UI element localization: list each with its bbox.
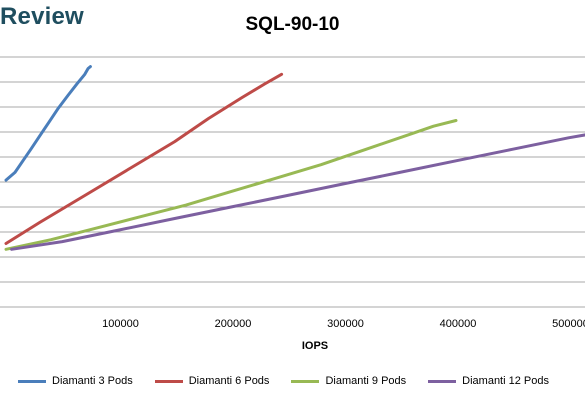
x-tick-label: 500000 (552, 318, 585, 330)
legend-label: Diamanti 9 Pods (325, 375, 407, 387)
chart-legend: Diamanti 3 Pods Diamanti 6 Pods Diamanti 9… (18, 373, 571, 389)
chart-title: SQL-90-10 (245, 14, 340, 35)
legend-swatch (291, 379, 320, 383)
series-line-4 (10, 133, 585, 251)
legend-label: Diamanti 3 Pods (52, 375, 133, 387)
legend-swatch (154, 379, 183, 383)
brand-logo-text: Review (0, 3, 84, 30)
legend-item: Diamanti 3 Pods (18, 375, 133, 387)
legend-swatch (428, 379, 457, 383)
legend-item: Diamanti 12 Pods (428, 375, 549, 387)
legend-label: Diamanti 6 Pods (188, 375, 270, 387)
series-line-1 (4, 65, 92, 182)
x-tick-label: 100000 (102, 318, 139, 330)
x-axis-ticks: 100000 200000 300000 400000 500000 (102, 318, 585, 330)
legend-item: Diamanti 6 Pods (154, 375, 270, 387)
x-tick-label: 400000 (440, 318, 477, 330)
x-tick-label: 300000 (327, 318, 364, 330)
legend-item: Diamanti 9 Pods (291, 375, 406, 387)
series-line-3 (4, 119, 458, 251)
series-lines (4, 65, 585, 251)
series-line-2 (4, 72, 284, 245)
legend-label: Diamanti 12 Pods (462, 375, 549, 387)
x-tick-label: 200000 (215, 318, 252, 330)
gridlines (0, 56, 585, 308)
legend-swatch (18, 379, 46, 383)
x-axis-label: IOPS (302, 340, 328, 352)
